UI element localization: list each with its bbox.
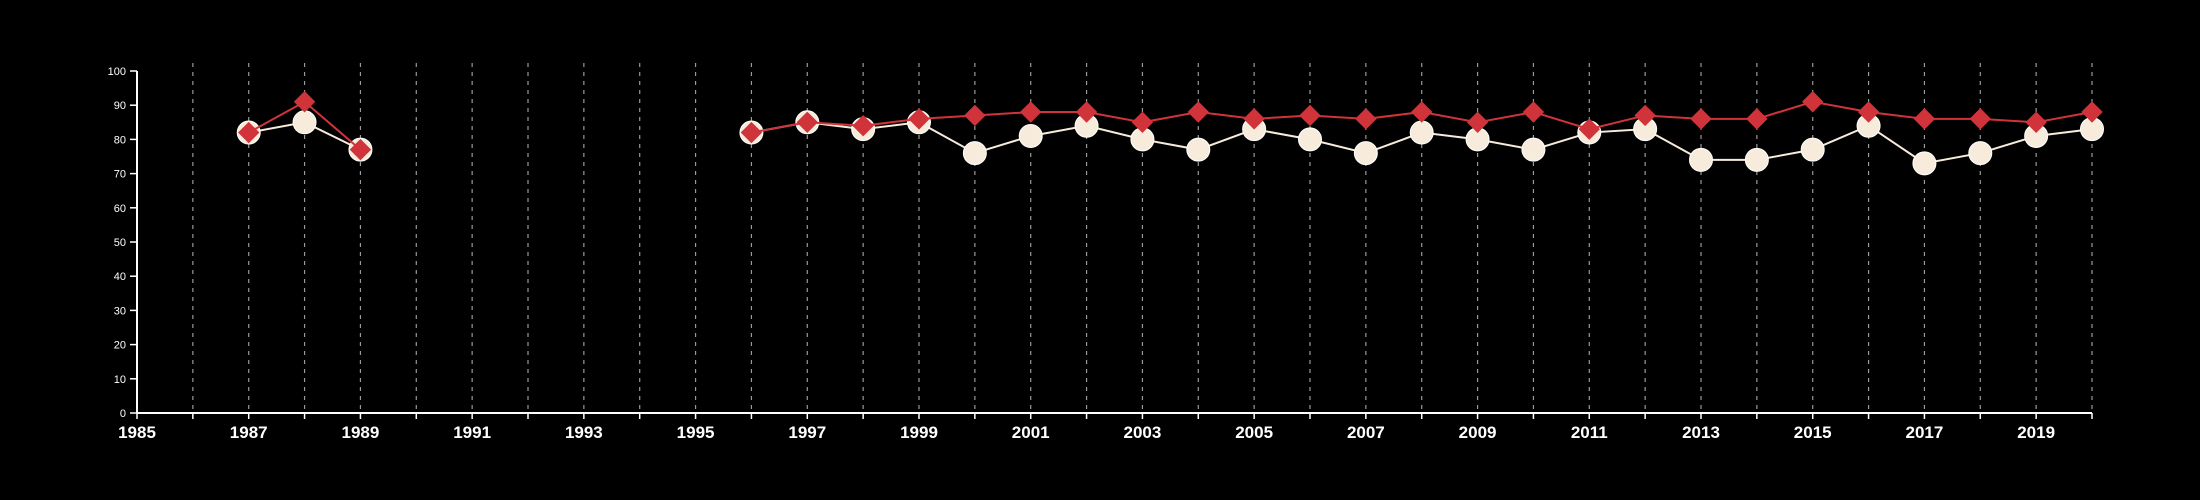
point-diamond-1989 bbox=[349, 138, 372, 161]
point-circle-2014 bbox=[1744, 147, 1769, 172]
point-diamond-1999 bbox=[908, 108, 930, 130]
x-tick-label-2011: 2011 bbox=[1571, 423, 1608, 442]
point-diamond-1997 bbox=[796, 111, 818, 134]
x-tick-label-1985: 1985 bbox=[118, 423, 156, 442]
point-diamond-2011 bbox=[1578, 118, 1600, 140]
x-tick-label-1989: 1989 bbox=[342, 423, 380, 442]
x-tick-label-2005: 2005 bbox=[1235, 423, 1273, 442]
point-diamond-2006 bbox=[1299, 104, 1321, 127]
point-circle-2007 bbox=[1353, 141, 1378, 166]
x-tick-label-2007: 2007 bbox=[1347, 423, 1385, 442]
point-diamond-2010 bbox=[1522, 101, 1545, 123]
x-tick-label-2019: 2019 bbox=[2017, 423, 2055, 442]
series-diamond bbox=[238, 91, 2103, 161]
point-circle-2006 bbox=[1298, 127, 1322, 152]
point-diamond-2013 bbox=[1690, 108, 1712, 130]
point-circle-2008 bbox=[1409, 120, 1434, 145]
x-tick-label-1987: 1987 bbox=[230, 423, 268, 442]
point-diamond-2016 bbox=[1857, 101, 1880, 123]
point-circle-2004 bbox=[1186, 137, 1211, 162]
vertical-grid bbox=[192, 63, 2093, 413]
point-diamond-1998 bbox=[852, 115, 874, 137]
x-tick-label-2001: 2001 bbox=[1012, 423, 1050, 442]
y-tick-label-60: 60 bbox=[114, 203, 126, 215]
y-tick-label-0: 0 bbox=[120, 408, 126, 420]
point-diamond-2007 bbox=[1355, 108, 1377, 130]
point-circle-2000 bbox=[962, 141, 987, 166]
y-tick-label-20: 20 bbox=[114, 340, 126, 352]
x-tick-label-2017: 2017 bbox=[1906, 423, 1944, 442]
point-diamond-2015 bbox=[1802, 91, 1824, 113]
point-diamond-2014 bbox=[1746, 108, 1768, 130]
x-tick-label-1997: 1997 bbox=[788, 423, 826, 442]
y-tick-label-50: 50 bbox=[114, 237, 126, 249]
y-tick-label-100: 100 bbox=[108, 66, 126, 78]
x-tick-label-2009: 2009 bbox=[1459, 423, 1497, 442]
point-diamond-2019 bbox=[2025, 111, 2047, 134]
point-diamond-2001 bbox=[1020, 101, 1042, 123]
point-diamond-2004 bbox=[1187, 101, 1209, 123]
point-diamond-1996 bbox=[740, 121, 763, 144]
x-tick-label-1995: 1995 bbox=[677, 423, 715, 442]
x-tick-label-2003: 2003 bbox=[1124, 423, 1162, 442]
y-tick-label-80: 80 bbox=[114, 134, 126, 146]
point-diamond-2020 bbox=[2081, 101, 2103, 123]
point-diamond-2002 bbox=[1075, 101, 1098, 123]
x-tick-label-2013: 2013 bbox=[1682, 423, 1720, 442]
x-tick-label-1993: 1993 bbox=[565, 423, 603, 442]
point-diamond-2008 bbox=[1411, 101, 1433, 123]
x-tick-label-1991: 1991 bbox=[453, 423, 491, 442]
x-tick-label-1999: 1999 bbox=[900, 423, 938, 442]
point-diamond-2012 bbox=[1634, 104, 1656, 127]
point-diamond-2017 bbox=[1913, 108, 1936, 130]
point-diamond-1987 bbox=[238, 121, 260, 144]
point-diamond-2003 bbox=[1131, 111, 1154, 134]
y-tick-label-40: 40 bbox=[114, 271, 126, 283]
point-diamond-2000 bbox=[964, 104, 986, 127]
point-circle-2013 bbox=[1689, 147, 1713, 172]
point-circle-2018 bbox=[1968, 141, 1993, 166]
point-diamond-2018 bbox=[1969, 108, 1991, 130]
point-diamond-2005 bbox=[1243, 108, 1265, 130]
y-tick-label-90: 90 bbox=[114, 100, 126, 112]
point-diamond-2009 bbox=[1466, 111, 1489, 134]
y-tick-label-70: 70 bbox=[114, 169, 126, 181]
x-tick-label-2015: 2015 bbox=[1794, 423, 1832, 442]
series bbox=[236, 91, 2104, 176]
point-diamond-1988 bbox=[293, 91, 316, 113]
point-circle-2015 bbox=[1800, 137, 1825, 162]
axes: 0 10 20 30 40 50 60 70 80 90 100 1985 1987 1989 1991 19… bbox=[108, 66, 2093, 442]
y-tick-label-10: 10 bbox=[114, 374, 126, 386]
point-circle-2017 bbox=[1912, 151, 1937, 176]
series-circle bbox=[236, 110, 2104, 176]
y-tick-label-30: 30 bbox=[114, 305, 126, 317]
point-circle-2001 bbox=[1018, 123, 1043, 148]
point-circle-2010 bbox=[1521, 137, 1546, 162]
point-circle-1988 bbox=[292, 110, 317, 135]
